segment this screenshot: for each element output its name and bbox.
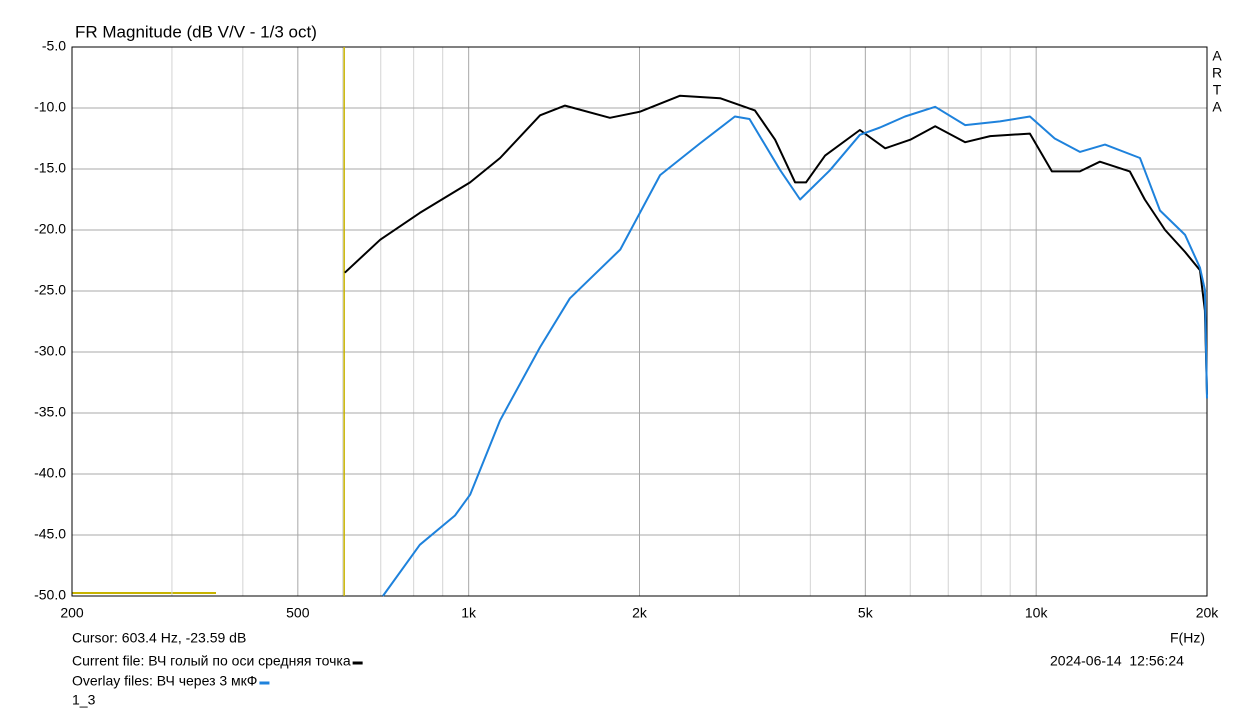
side-label: R (1212, 65, 1222, 81)
y-tick-label: -40.0 (34, 465, 66, 481)
x-tick-label: 10k (1025, 605, 1049, 621)
y-tick-label: -15.0 (34, 160, 66, 176)
y-tick-label: -45.0 (34, 526, 66, 542)
side-label: A (1212, 99, 1222, 115)
x-tick-label: 1k (461, 605, 477, 621)
series-line (344, 94, 1208, 395)
y-tick-label: -5.0 (42, 38, 66, 54)
x-tick-label: 2k (632, 605, 648, 621)
x-tick-label: 20k (1196, 605, 1220, 621)
legend-label: Current file: ВЧ голый по оси средняя то… (72, 653, 351, 669)
y-tick-label: -20.0 (34, 221, 66, 237)
footer-note: 1_3 (72, 692, 96, 708)
timestamp: 2024-06-14 12:56:24 (1050, 653, 1184, 669)
legend-label: Overlay files: ВЧ через 3 мкФ (72, 673, 257, 689)
side-label: A (1212, 48, 1222, 64)
side-label: T (1213, 82, 1222, 98)
x-tick-label: 500 (286, 605, 310, 621)
cursor-label: Cursor: 603.4 Hz, -23.59 dB (72, 630, 246, 646)
y-tick-label: -25.0 (34, 282, 66, 298)
x-tick-label: 5k (858, 605, 874, 621)
y-tick-label: -10.0 (34, 99, 66, 115)
plot-border (71, 46, 1208, 597)
chart-title: FR Magnitude (dB V/V - 1/3 oct) (75, 22, 317, 41)
y-tick-label: -30.0 (34, 343, 66, 359)
series-line (382, 105, 1208, 597)
y-tick-label: -35.0 (34, 404, 66, 420)
y-tick-label: -50.0 (34, 587, 66, 603)
x-tick-label: 200 (60, 605, 84, 621)
x-axis-label: F(Hz) (1170, 630, 1205, 646)
